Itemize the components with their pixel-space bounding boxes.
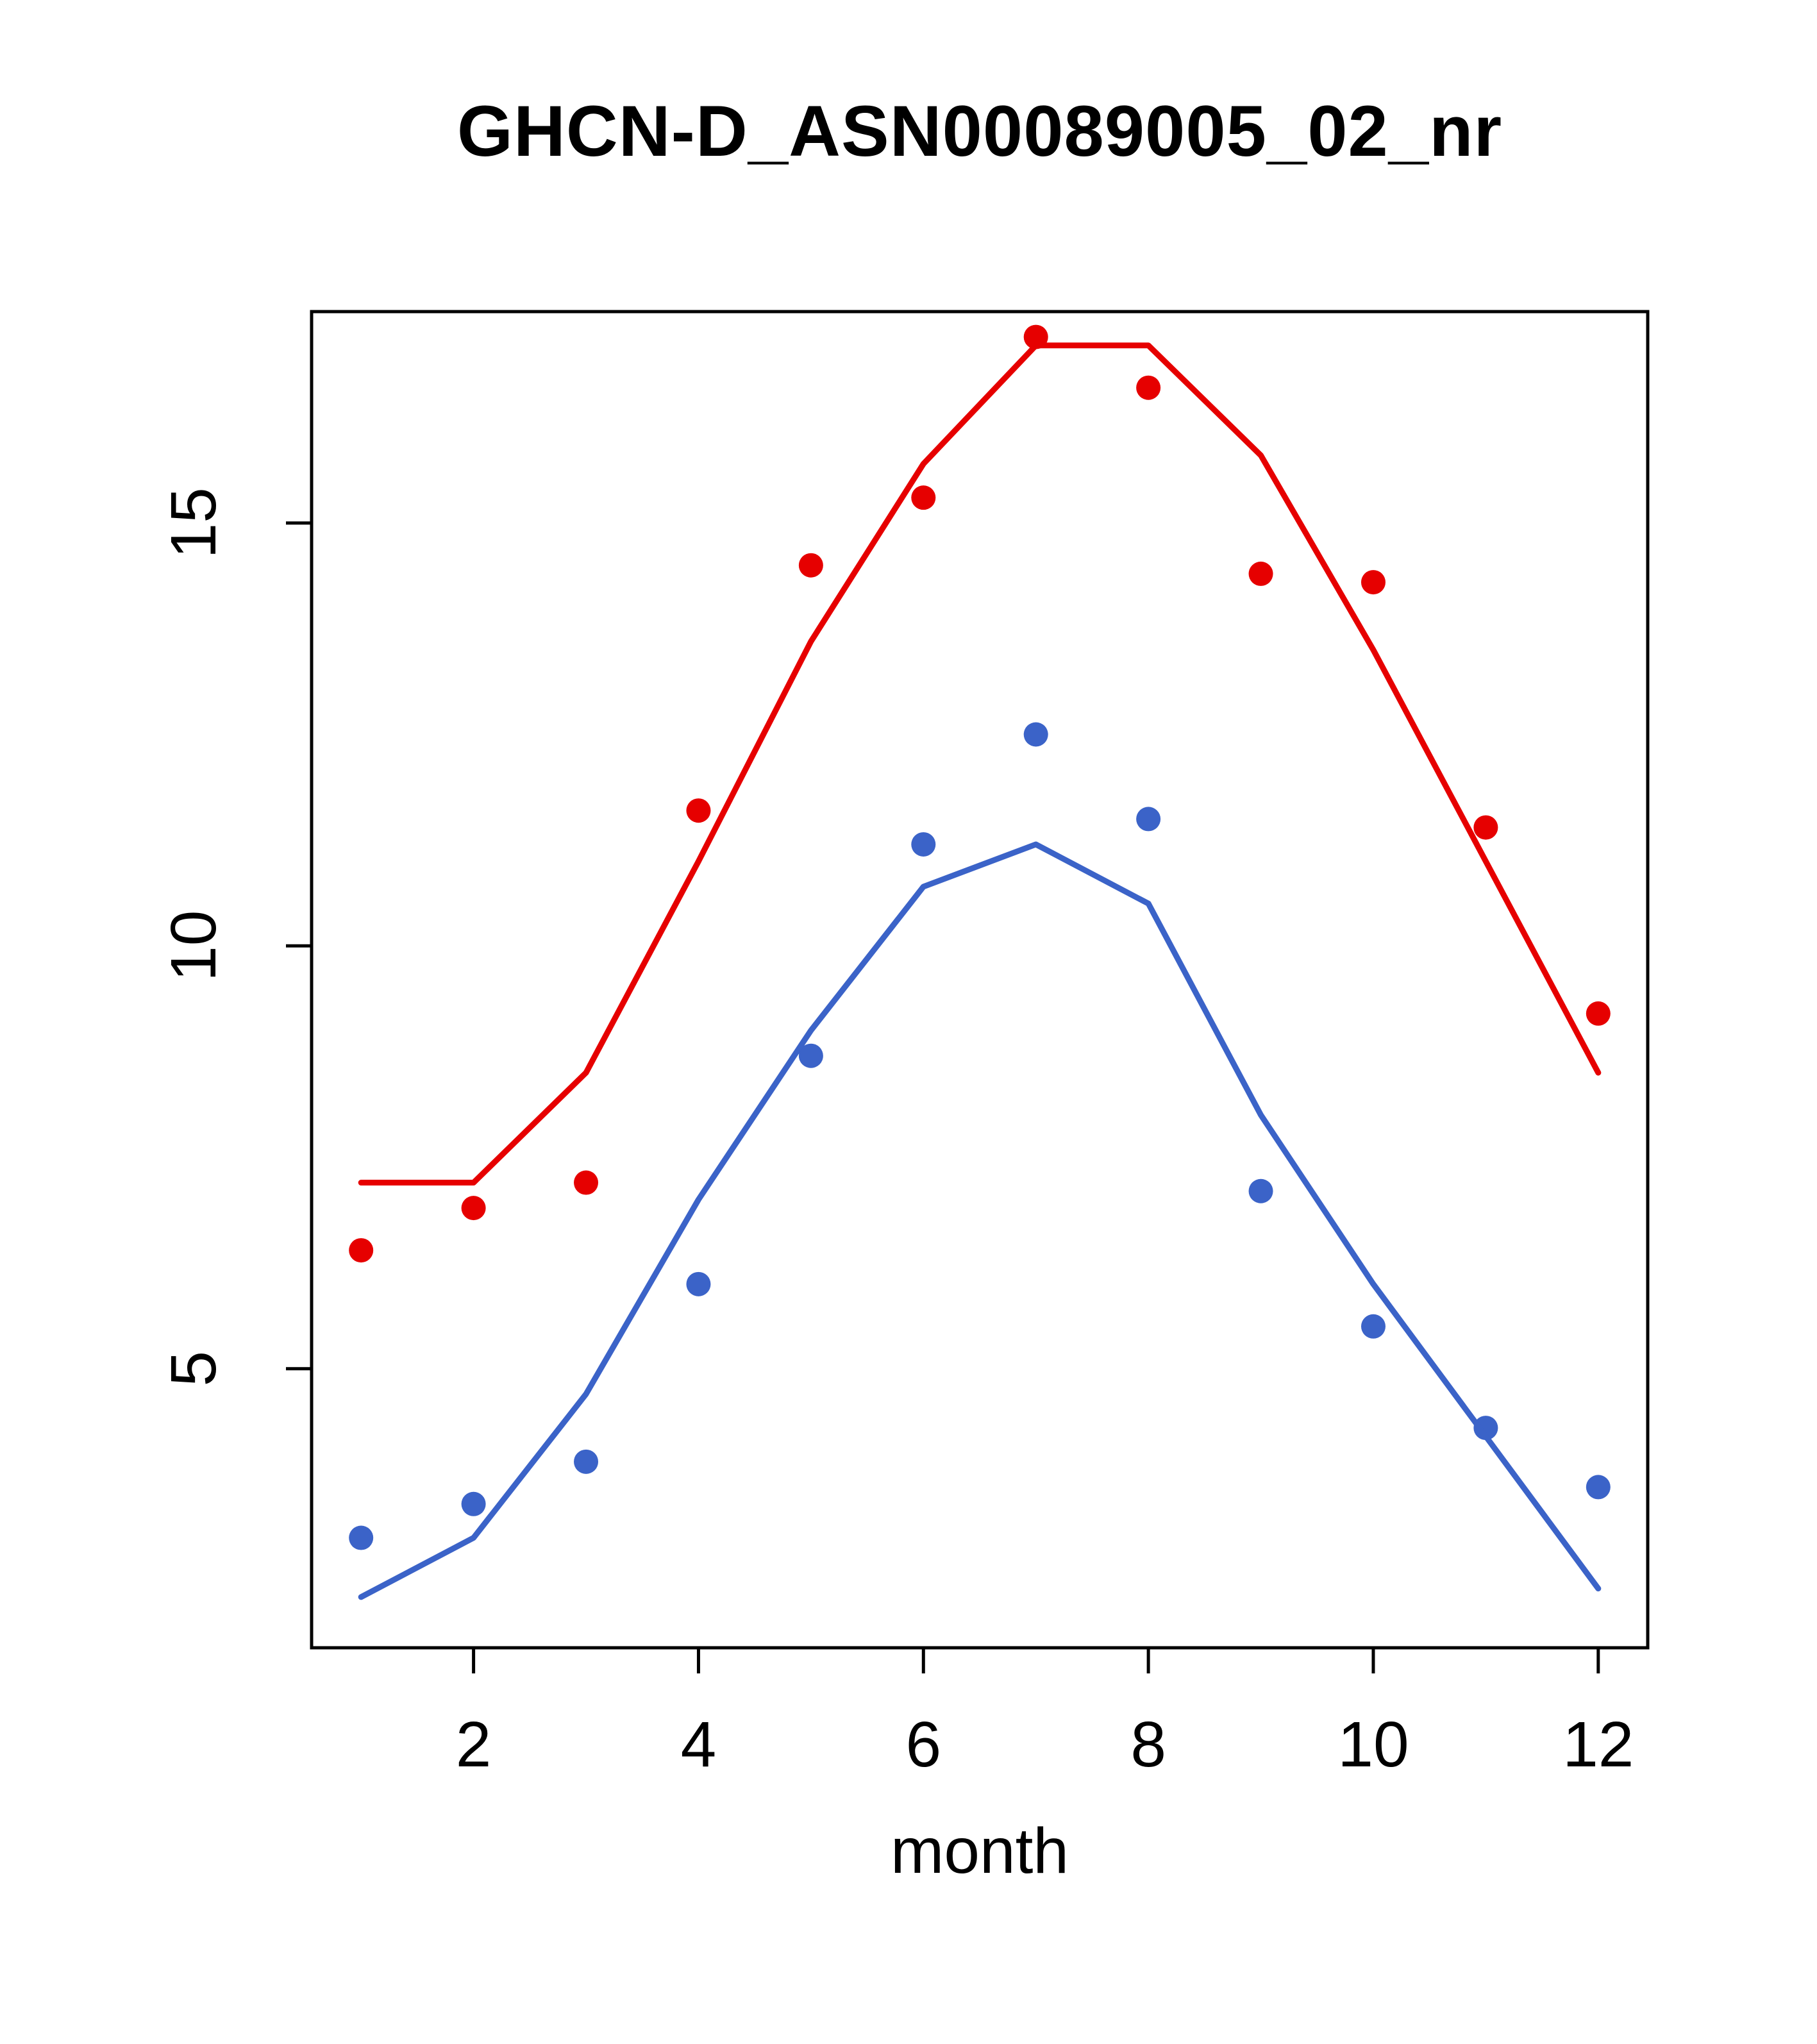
red-observed-points-point: [686, 798, 711, 823]
chart-title: GHCN-D_ASN00089005_02_nr: [456, 91, 1503, 171]
blue-observed-points-point: [1136, 807, 1161, 832]
red-observed-points-point: [798, 553, 823, 578]
blue-observed-points-point: [461, 1491, 486, 1516]
blue-observed-points-point: [911, 832, 936, 857]
x-tick-label: 4: [681, 1709, 717, 1780]
y-tick-label: 5: [158, 1351, 230, 1387]
red-fitted-line: [358, 342, 1602, 1186]
red-observed-points-point: [1586, 1001, 1611, 1026]
x-tick-label: 6: [905, 1709, 941, 1780]
red-observed-points-point: [1361, 570, 1386, 595]
blue-observed-points-point: [1023, 722, 1048, 747]
x-axis-label: month: [891, 1815, 1069, 1887]
blue-fitted-line: [358, 841, 1602, 1600]
x-tick-label: 2: [456, 1709, 492, 1780]
blue-observed-points-point: [798, 1043, 823, 1068]
red-observed-points-point: [1473, 815, 1498, 840]
y-tick-label: 10: [158, 910, 230, 982]
plot-box: [310, 310, 1650, 1650]
x-tick-label: 8: [1130, 1709, 1166, 1780]
blue-observed-points-point: [574, 1449, 599, 1474]
blue-observed-points-point: [1473, 1416, 1498, 1441]
red-observed-points-point: [574, 1170, 599, 1195]
red-observed-points-point: [1136, 375, 1161, 400]
x-tick-label: 10: [1337, 1709, 1409, 1780]
red-observed-points-point: [349, 1238, 374, 1263]
x-tick-label: 12: [1562, 1709, 1634, 1780]
blue-observed-points-point: [1586, 1475, 1611, 1500]
blue-observed-points-point: [1248, 1178, 1273, 1203]
blue-observed-points-point: [686, 1271, 711, 1296]
red-observed-points-point: [911, 485, 936, 510]
blue-observed-points-point: [349, 1525, 374, 1550]
blue-observed-points-point: [1361, 1314, 1386, 1339]
red-observed-points-point: [1248, 561, 1273, 586]
red-observed-points-point: [461, 1196, 486, 1221]
y-tick-label: 15: [158, 487, 230, 558]
